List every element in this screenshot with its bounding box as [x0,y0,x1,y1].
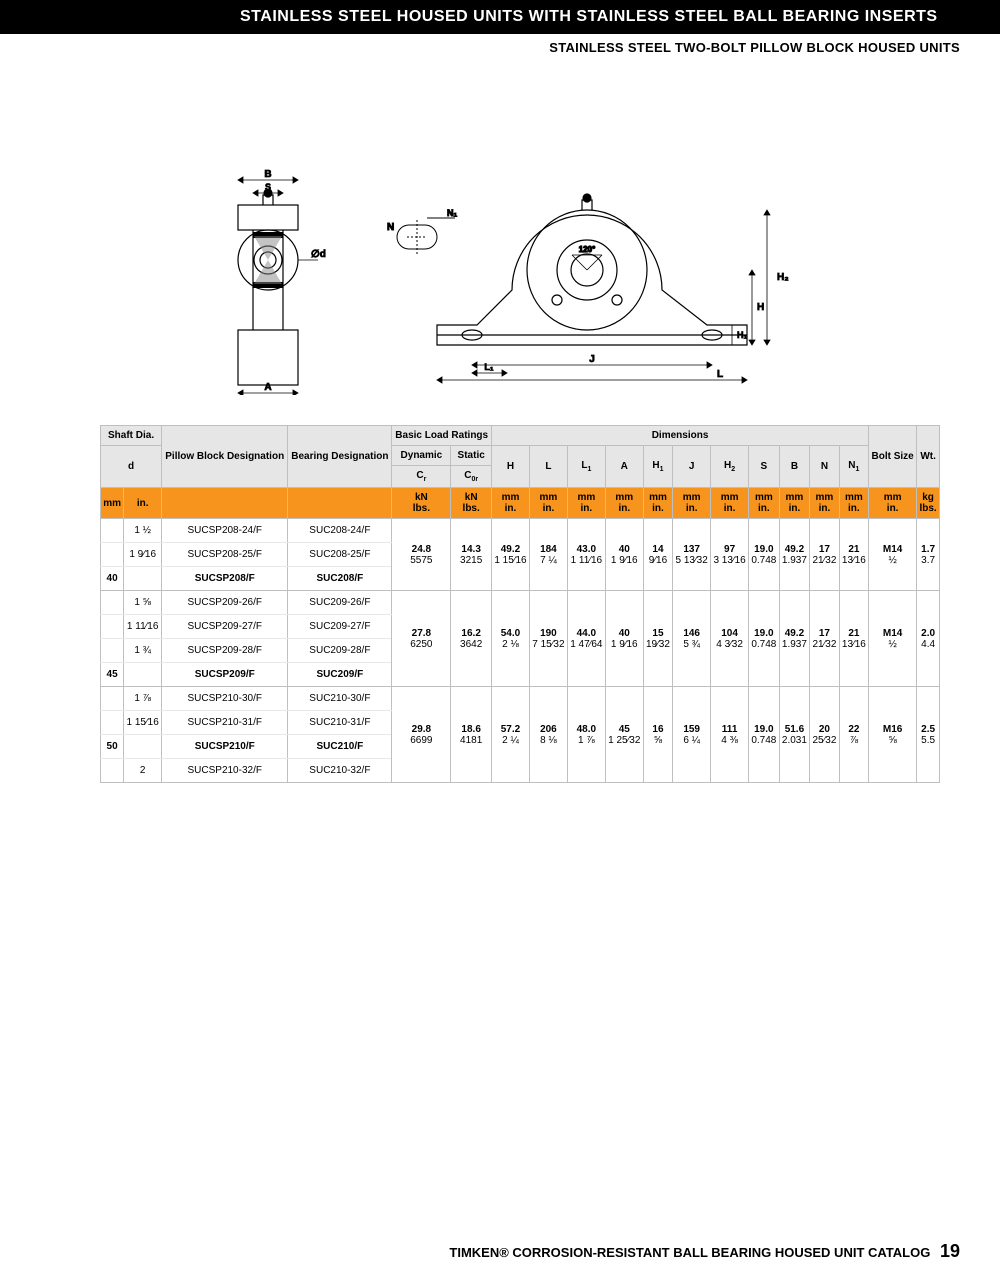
table-row: 1 ⅝ SUCSP209-26/F SUC209-26/F27.8625016.… [101,591,940,615]
svg-text:H₂: H₂ [777,272,789,283]
table-row: 1 ⅞ SUCSP210-30/F SUC210-30/F29.8669918.… [101,687,940,711]
page-header: STAINLESS STEEL HOUSED UNITS WITH STAINL… [0,0,1000,34]
spec-table-container: Shaft Dia. Pillow Block Designation Bear… [100,425,940,783]
svg-text:L: L [717,369,723,380]
svg-text:J: J [589,354,595,365]
technical-diagram: B S ∅d A 120° N N₁ [0,165,1000,395]
page-subheader: STAINLESS STEEL TWO-BOLT PILLOW BLOCK HO… [0,34,1000,55]
svg-text:∅d: ∅d [311,249,326,260]
svg-text:H: H [757,302,764,313]
spec-table: Shaft Dia. Pillow Block Designation Bear… [100,425,940,783]
svg-text:A: A [264,382,271,393]
svg-text:B: B [264,169,271,180]
svg-text:N₁: N₁ [447,208,457,218]
svg-text:S: S [265,182,271,192]
svg-text:N: N [387,222,394,233]
svg-text:L₁: L₁ [485,362,494,372]
svg-text:120°: 120° [579,245,596,254]
svg-text:H₁: H₁ [737,330,747,340]
table-row: 1 ½ SUCSP208-24/F SUC208-24/F24.8557514.… [101,519,940,543]
page-footer: TIMKEN® CORROSION-RESISTANT BALL BEARING… [449,1241,960,1262]
